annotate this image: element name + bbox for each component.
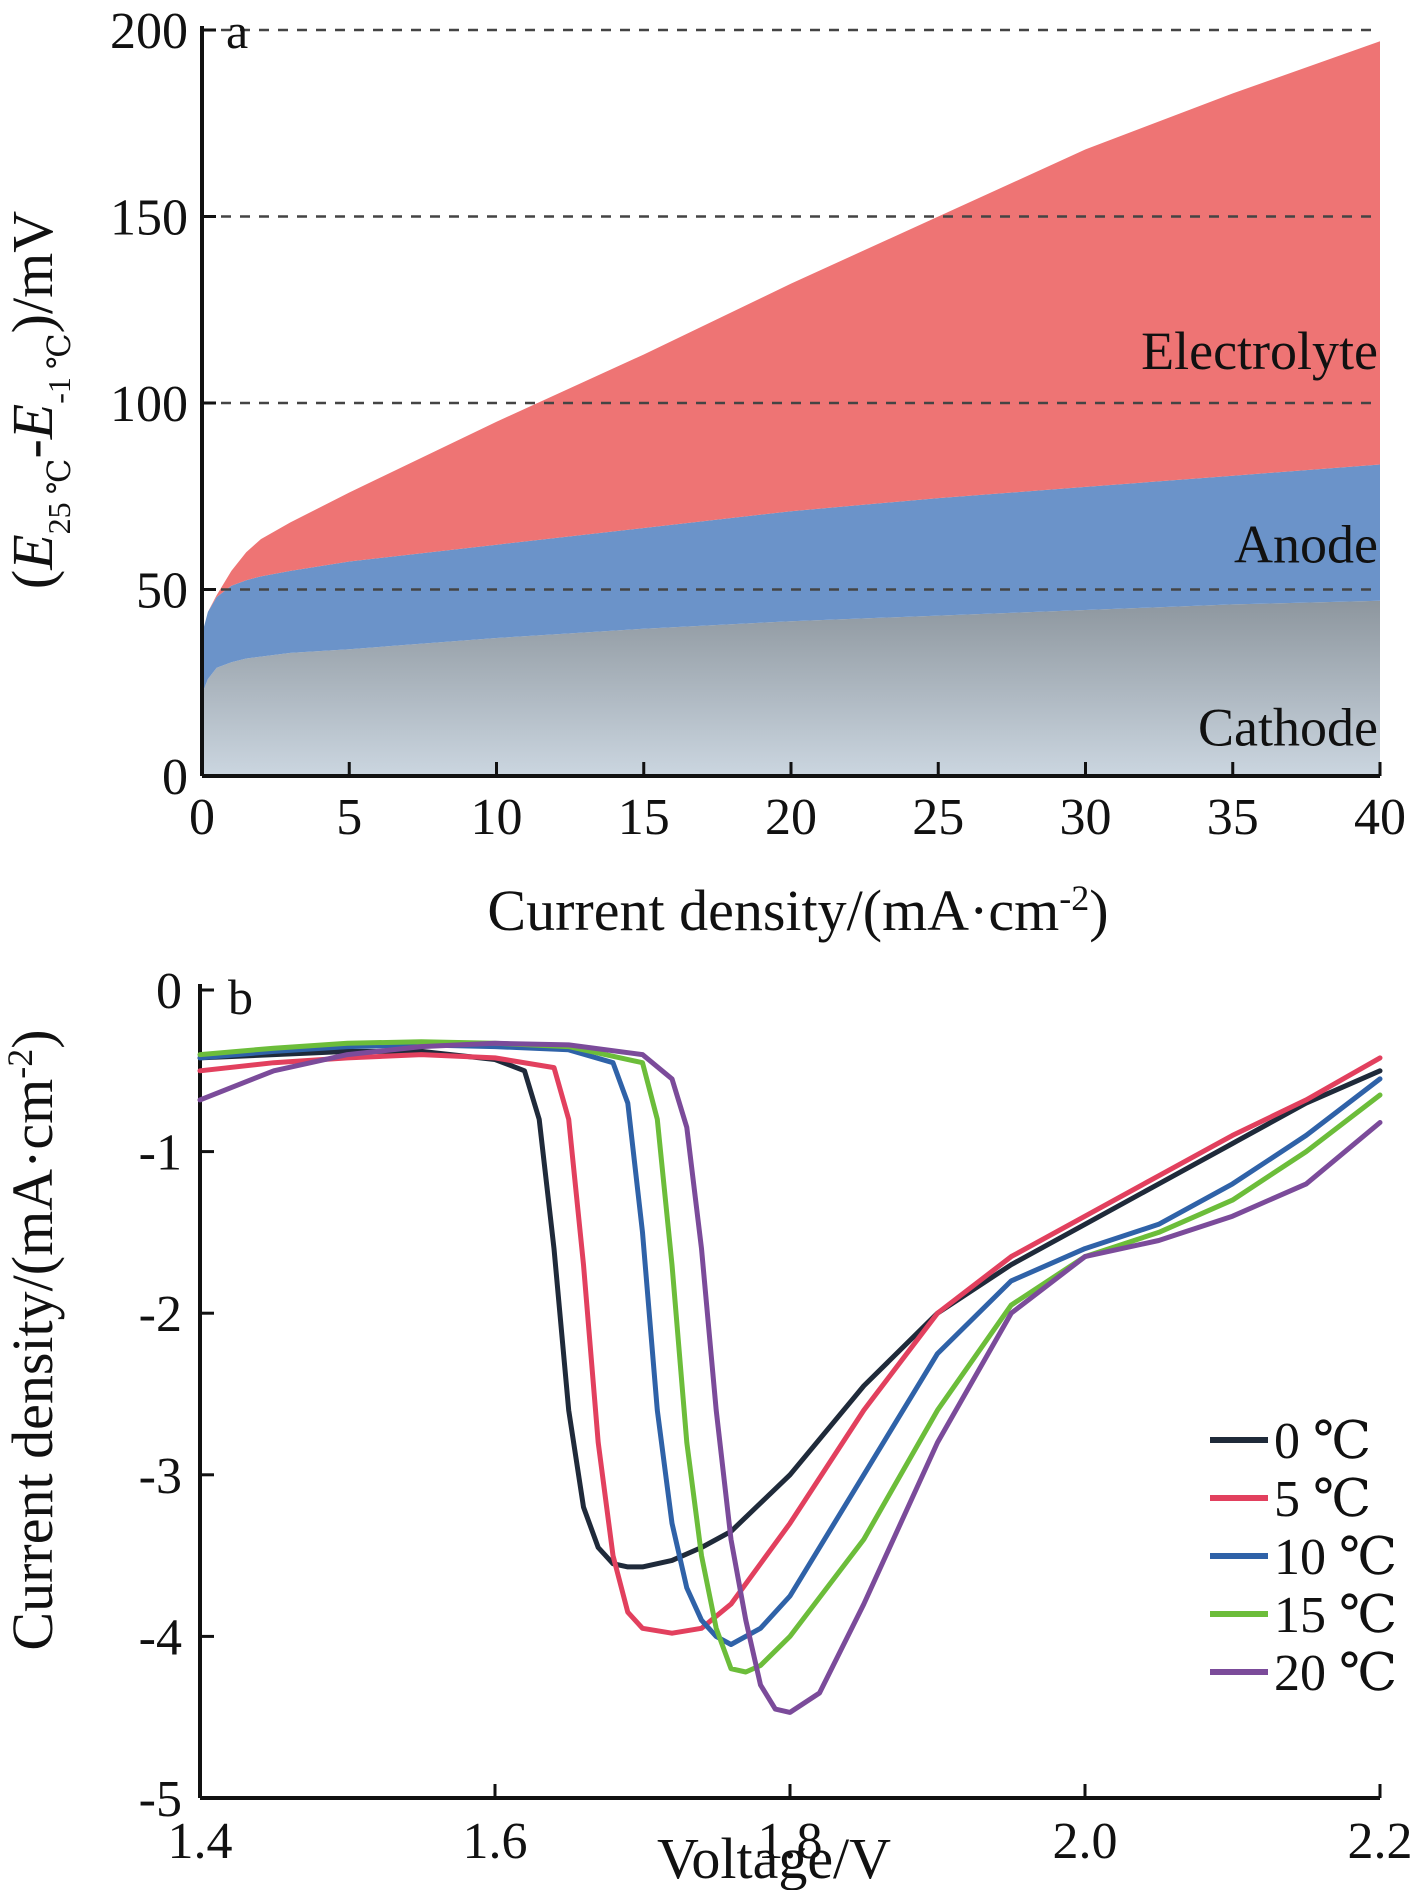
legend-label-5: 5 ℃ [1274, 1471, 1371, 1528]
x-tick-label: 1.6 [463, 1813, 528, 1870]
panel-b-y-axis-label: Current density/(mA·cm-2) [0, 1029, 65, 1650]
series-line-20 [197, 1040, 1383, 1715]
panel-a-y-axis-label: (E25 ℃-E-1 ℃)/mV [0, 211, 77, 589]
panel-a-region-labels: Electrolyte Anode Cathode [1141, 321, 1378, 758]
area-electrolyte [202, 41, 1380, 635]
panel-b-tick-labels: 1.4 1.6 1.8 2.0 2.2 0 -1 -2 -3 -4 -5 [139, 963, 1413, 1870]
panel-a-axes [200, 26, 1382, 778]
legend-label-15: 15 ℃ [1274, 1587, 1397, 1644]
y-tick-label: 150 [110, 190, 188, 247]
region-label-electrolyte: Electrolyte [1141, 321, 1378, 381]
x-tick-label: 5 [336, 789, 362, 846]
area-anode [202, 464, 1380, 694]
panel-a-x-axis-label: Current density/(mA·cm-2) [487, 878, 1108, 943]
series-line-0 [197, 1048, 1383, 1570]
x-tick-label: 2.0 [1053, 1813, 1118, 1870]
panel-a-tick-labels: 0 5 10 15 20 25 30 35 40 0 50 100 150 200 [110, 3, 1406, 846]
region-label-cathode: Cathode [1198, 698, 1378, 758]
y-tick-label: -1 [139, 1125, 182, 1182]
panel-a-label: a [226, 3, 248, 59]
panel-b-series-lines [197, 1039, 1383, 1715]
x-tick-label: 0 [189, 789, 215, 846]
panel-b-label: b [228, 969, 253, 1025]
panel-a-stacked-areas [202, 41, 1380, 776]
x-tick-label: 2.2 [1348, 1813, 1413, 1870]
panel-a-gridlines [202, 28, 1380, 591]
y-tick-label: 200 [110, 3, 188, 60]
x-tick-label: 35 [1207, 789, 1259, 846]
y-tick-label: 50 [136, 563, 188, 620]
y-tick-label: 0 [156, 963, 182, 1020]
panel-a-chart: 0 5 10 15 20 25 30 35 40 0 50 100 150 200 a Electroly… [0, 3, 1406, 943]
series-line-15 [197, 1039, 1383, 1675]
legend-label-20: 20 ℃ [1274, 1645, 1397, 1702]
series-line-5 [197, 1052, 1383, 1636]
panel-b-x-axis-label: Voltage/V [657, 1826, 891, 1890]
y-tick-label: 0 [162, 749, 188, 806]
panel-b-chart: 1.4 1.6 1.8 2.0 2.2 0 -1 -2 -3 -4 -5 b 0 ℃5 ℃10 ℃1… [0, 963, 1413, 1890]
x-tick-label: 40 [1354, 789, 1406, 846]
series-line-10 [197, 1042, 1383, 1647]
x-tick-label: 30 [1060, 789, 1112, 846]
x-tick-label: 20 [765, 789, 817, 846]
x-tick-label: 1.8 [758, 1813, 823, 1870]
region-label-anode: Anode [1234, 515, 1378, 575]
panel-b-axes [198, 984, 1382, 1800]
y-tick-label: -2 [139, 1286, 182, 1343]
panel-b-legend: 0 ℃5 ℃10 ℃15 ℃20 ℃ [1210, 1413, 1397, 1702]
x-tick-label: 10 [471, 789, 523, 846]
legend-label-10: 10 ℃ [1274, 1529, 1397, 1586]
y-tick-label: 100 [110, 376, 188, 433]
y-tick-label: -3 [139, 1448, 182, 1505]
y-tick-label: -4 [139, 1609, 182, 1666]
y-tick-label: -5 [139, 1771, 182, 1828]
x-tick-label: 25 [912, 789, 964, 846]
area-cathode [202, 600, 1380, 776]
x-tick-label: 15 [618, 789, 670, 846]
legend-label-0: 0 ℃ [1274, 1413, 1371, 1470]
x-tick-label: 1.4 [168, 1813, 233, 1870]
